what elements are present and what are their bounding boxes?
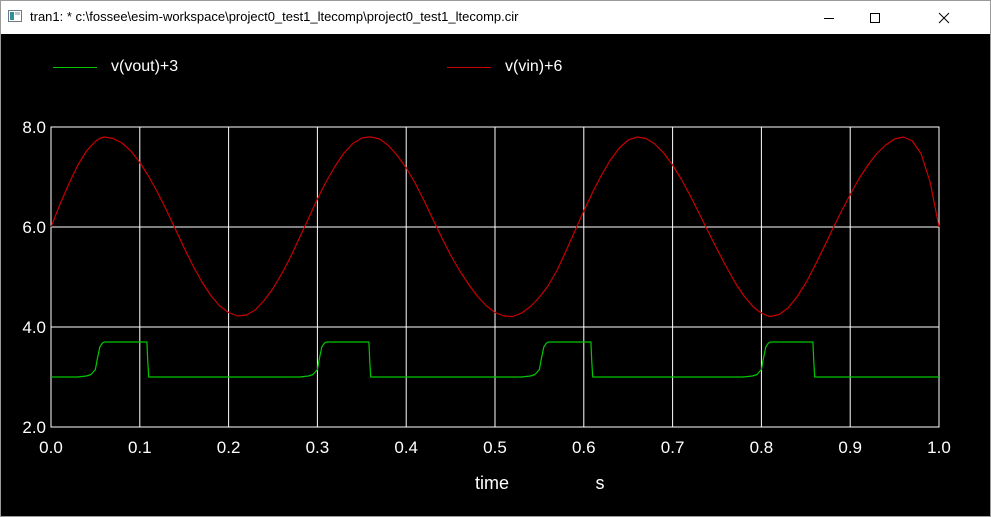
window-title: tran1: * c:\fossee\esim-workspace\projec… — [30, 9, 519, 24]
maximize-icon — [870, 12, 880, 23]
x-tick-label: 0.5 — [483, 438, 507, 457]
transient-chart: 0.0 0.1 0.2 0.3 0.4 0.5 0.6 0.7 0.8 0.9 1.0 2.0 4.0 6… — [22, 118, 951, 493]
x-tick-label: 0.8 — [750, 438, 774, 457]
x-axis-unit: s — [596, 473, 605, 493]
legend-item-vin: v(vin)+6 — [447, 58, 562, 76]
close-button[interactable] — [898, 1, 990, 34]
legend-swatch-vin — [447, 66, 491, 68]
series-line-vin — [50, 136, 940, 318]
x-axis-label: time — [475, 473, 509, 493]
plot-area[interactable]: v(vout)+3 v(vin)+6 0.0 0.1 0.2 0.3 0.4 0.5 0.6… — [1, 34, 990, 516]
close-icon — [938, 12, 950, 23]
x-tick-label: 0.6 — [572, 438, 596, 457]
title-bar[interactable]: tran1: * c:\fossee\esim-workspace\projec… — [1, 1, 990, 34]
legend-swatch-vout — [53, 66, 97, 68]
x-tick-label: 0.9 — [838, 438, 862, 457]
series-line-vout — [51, 341, 939, 378]
x-tick-label: 0.3 — [306, 438, 330, 457]
minimize-icon — [824, 17, 834, 19]
x-tick-label: 0.7 — [661, 438, 685, 457]
x-tick-label: 0.4 — [394, 438, 418, 457]
x-tick-label: 0.1 — [128, 438, 152, 457]
minimize-button[interactable] — [806, 1, 852, 34]
x-tick-label: 1.0 — [927, 438, 951, 457]
y-tick-label: 2.0 — [22, 418, 46, 437]
maximize-button[interactable] — [852, 1, 898, 34]
y-tick-label: 6.0 — [22, 218, 46, 237]
legend-item-vout: v(vout)+3 — [53, 58, 178, 76]
y-tick-label: 8.0 — [22, 118, 46, 137]
x-tick-label: 0.2 — [217, 438, 241, 457]
y-tick-label: 4.0 — [22, 318, 46, 337]
app-icon — [8, 10, 22, 22]
x-tick-label: 0.0 — [39, 438, 63, 457]
legend-label-vout: v(vout)+3 — [111, 58, 179, 75]
legend-label-vin: v(vin)+6 — [505, 58, 563, 75]
